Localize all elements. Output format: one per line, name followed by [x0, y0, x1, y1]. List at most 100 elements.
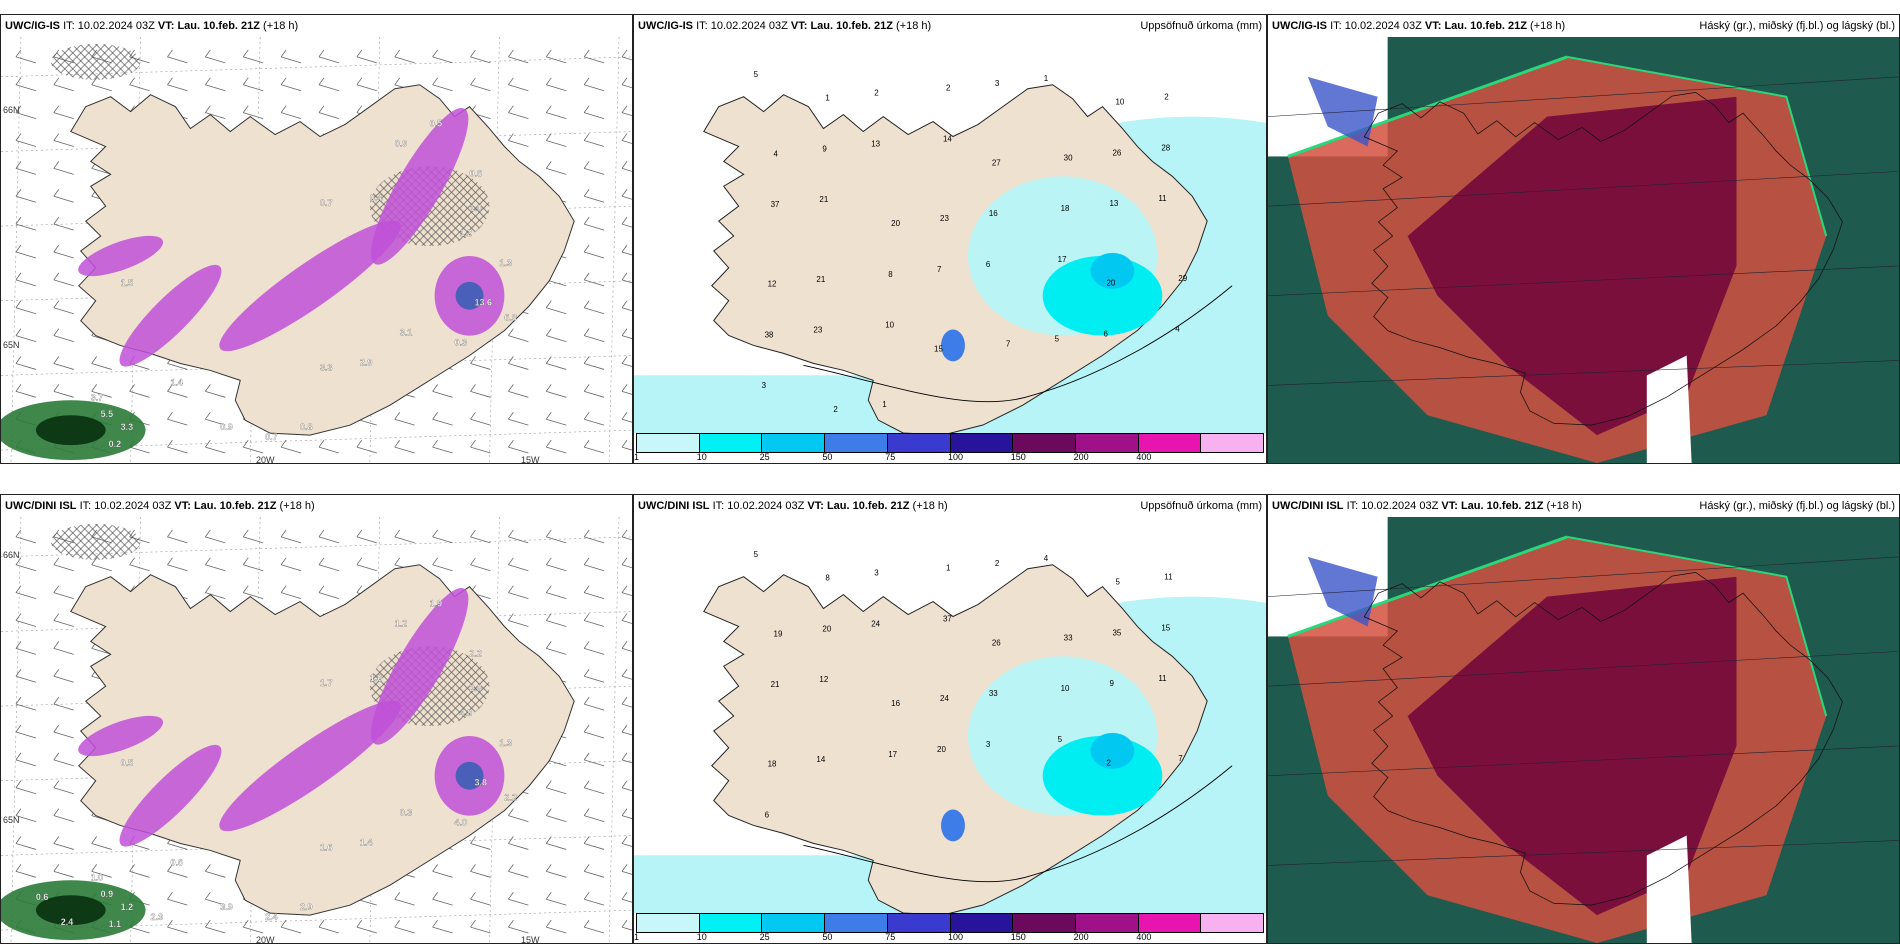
lat-label-65n: 65N	[3, 815, 20, 825]
precip-value-label: 4.8	[460, 708, 472, 718]
wind-barb	[205, 892, 226, 906]
wind-barb	[432, 529, 453, 544]
wind-barb	[53, 272, 74, 287]
wind-barb	[280, 919, 302, 934]
panel-r2-cloud: UWC/DINI ISL IT: 10.02.2024 03Z VT: Lau.…	[1267, 494, 1900, 944]
wind-barb	[621, 133, 632, 144]
wind-barb	[432, 919, 453, 934]
precip-value-label: 4	[774, 149, 779, 158]
wind-barb	[470, 49, 491, 64]
wind-barb	[508, 585, 529, 599]
wind-barb	[621, 216, 632, 228]
colorbar-tick: 50	[822, 452, 833, 462]
precip-area-heavy	[1090, 252, 1135, 289]
map-precip[interactable]: 5 8 3 1 2 4 5 11 19 20 24 37 26 33 35 15 21 12 16 24 33 10 9 11…	[634, 517, 1266, 913]
map-wind[interactable]: 1.9 1.2 2.2 1.7 1.6 0.5 0.6 0.3 1.6 1.4 4.8 2.8 1.3 3…	[1, 517, 632, 943]
colorbar-tick: 10	[696, 932, 707, 942]
precip-value-label: 17	[1058, 255, 1067, 264]
lon-label-15w: 15W	[521, 935, 540, 944]
lon-label-20w: 20W	[256, 455, 275, 464]
wind-barb	[621, 752, 632, 764]
wind-barb	[545, 133, 567, 147]
map-precip[interactable]: 5 1 2 2 3 1 10 2 4 9 13 14 27 30 26 28 37 21 20 23 16 18 13 11 1…	[634, 37, 1266, 433]
wind-barb	[394, 412, 415, 426]
wind-barb	[167, 557, 188, 572]
iceland-land	[703, 564, 1208, 913]
map-cloud[interactable]	[1268, 517, 1899, 943]
wind-barb	[508, 105, 529, 119]
precip-value-label: 30	[1064, 153, 1073, 162]
wind-barb	[53, 244, 74, 259]
colorbar-swatch	[1138, 914, 1202, 932]
precip-value-label: 11	[1158, 674, 1167, 683]
colorbar-swatch	[1138, 434, 1202, 452]
panel-title: Uppsöfnuð úrkoma (mm)	[1140, 500, 1262, 512]
precip-value-label: 26	[992, 638, 1001, 647]
precip-value-label: 2.2	[470, 648, 482, 658]
colorbar-tick: 150	[1010, 932, 1026, 942]
wind-barb	[583, 641, 605, 655]
wind-barb	[621, 641, 632, 652]
wind-barb	[242, 557, 264, 572]
wind-barb	[129, 557, 150, 572]
precip-value-label: 0.9	[220, 422, 232, 432]
wind-barb	[356, 77, 377, 92]
precip-value-label: 4	[1044, 554, 1049, 563]
wind-barb	[470, 439, 491, 454]
meridian-line	[489, 37, 500, 463]
precip-value-label: 1.0	[470, 203, 482, 213]
map-cloud[interactable]	[1268, 37, 1899, 463]
wind-barb	[15, 808, 37, 822]
map-wind[interactable]: 0.5 0.9 0.6 0.7 0.4 1.5 1.4 3.1 3.3 2.9 1.2 1.0 1.3 1…	[1, 37, 632, 463]
precip-value-label: 12	[819, 675, 828, 684]
grid-line	[1268, 76, 1899, 117]
wind-barb	[508, 384, 529, 398]
wind-barb	[280, 585, 302, 599]
wind-barb	[508, 356, 529, 370]
colorbar-swatch	[887, 434, 951, 452]
colorbar-swatch	[950, 434, 1014, 452]
wind-barb	[508, 836, 529, 850]
wind-barb	[394, 892, 415, 906]
precip-value-label: 0.8	[300, 422, 312, 432]
wind-barb	[432, 384, 453, 398]
lon-label-20w: 20W	[256, 935, 275, 944]
precip-value-label: 2.8	[470, 683, 482, 693]
wind-barb	[318, 557, 340, 572]
wind-barb	[15, 189, 37, 203]
precip-value-label: 2.9	[360, 357, 372, 367]
precip-value-label: 10	[885, 321, 894, 330]
precip-value-label: 0.6	[36, 892, 48, 902]
precip-core	[455, 761, 484, 790]
precip-value-label: 3.7	[91, 392, 103, 402]
precip-value-label: 20	[891, 219, 900, 228]
precip-colorbar: 1 10 25 50 75 100 150 200 400	[634, 913, 1266, 943]
wind-barb	[205, 919, 226, 934]
wind-barb	[583, 724, 605, 739]
wind-barb	[53, 724, 74, 739]
precip-value-label: 24	[940, 694, 949, 703]
wind-barb	[53, 585, 74, 599]
wind-barb	[621, 669, 632, 680]
wind-barb	[432, 892, 453, 906]
precip-band	[78, 235, 164, 277]
colorbar-tick: 1	[634, 932, 640, 942]
precip-value-label: 1.4	[360, 837, 372, 847]
wind-barb	[621, 808, 632, 819]
wind-barb	[205, 585, 226, 599]
precip-value-label: 15	[934, 344, 943, 353]
wind-barb	[583, 439, 605, 454]
wind-barb	[167, 439, 188, 454]
wind-barb	[53, 780, 74, 795]
wind-barb	[545, 892, 567, 906]
wind-barb	[545, 77, 567, 92]
precip-value-label: 2.4	[61, 917, 73, 927]
wind-barb	[583, 133, 605, 147]
panel-header: UWC/IG-IS IT: 10.02.2024 03Z VT: Lau. 10…	[634, 15, 1266, 37]
wind-barb	[91, 864, 112, 878]
wind-barb	[129, 384, 150, 398]
wind-barb	[583, 780, 605, 795]
wind-barb	[545, 412, 567, 426]
wind-barb	[53, 557, 74, 572]
wind-barb	[621, 77, 632, 89]
